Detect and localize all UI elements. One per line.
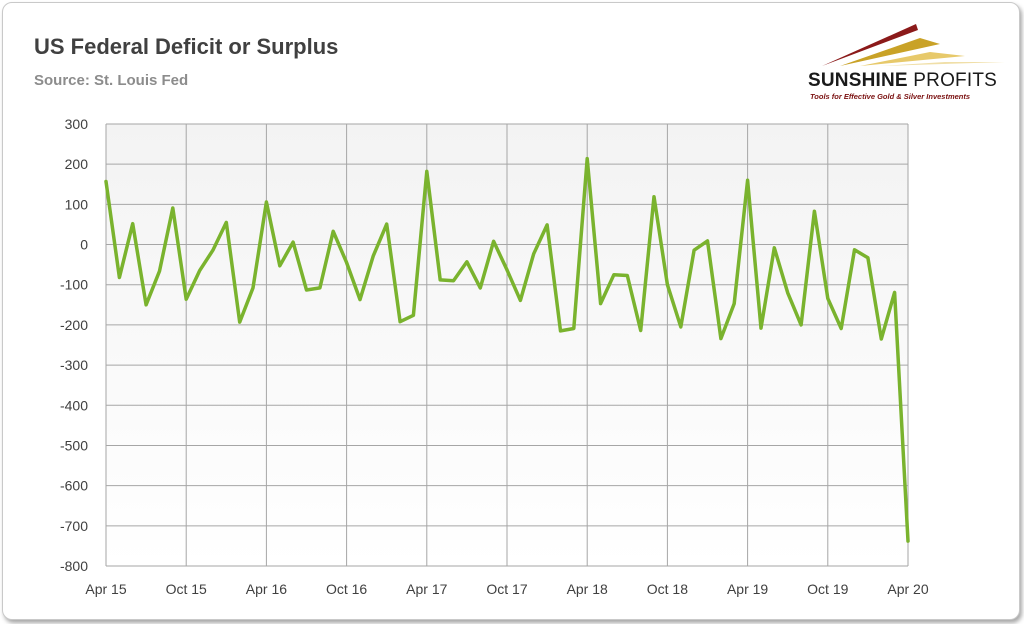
x-tick-label: Apr 17 — [406, 581, 447, 597]
grid-lines — [105, 123, 909, 567]
y-tick-label: 200 — [65, 156, 89, 172]
x-tick-label: Oct 18 — [647, 581, 688, 597]
x-tick-label: Apr 18 — [567, 581, 608, 597]
chart-subtitle: Source: St. Louis Fed — [34, 72, 189, 89]
y-axis: 300 200 100 0 -100 -200 -300 -400 -500 -600 -700 -8… — [60, 116, 88, 574]
series-lines — [104, 156, 910, 543]
y-tick-label: -800 — [60, 558, 88, 574]
x-tick-label: Apr 20 — [887, 581, 928, 597]
x-tick-label: Apr 15 — [85, 581, 126, 597]
chart-title: US Federal Deficit or Surplus — [34, 34, 339, 59]
x-tick-label: Apr 19 — [727, 581, 768, 597]
y-tick-label: -700 — [60, 518, 88, 534]
logo-tagline: Tools for Effective Gold & Silver Invest… — [810, 92, 971, 101]
y-tick-label: 300 — [65, 116, 89, 132]
sunshine-profits-logo: SUNSHINE PROFITS Tools for Effective Gol… — [790, 18, 1020, 108]
logo-rays-icon — [822, 24, 1005, 66]
y-tick-label: -300 — [60, 357, 88, 373]
y-tick-label: -200 — [60, 317, 88, 333]
y-tick-label: -400 — [60, 397, 88, 413]
x-tick-label: Oct 19 — [807, 581, 848, 597]
x-tick-label: Oct 16 — [326, 581, 367, 597]
x-axis: Apr 15 Oct 15 Apr 16 Oct 16 Apr 17 Oct 17 Apr … — [85, 581, 928, 597]
y-tick-label: -100 — [60, 277, 88, 293]
logo-name: SUNSHINE PROFITS — [808, 70, 998, 91]
x-tick-label: Oct 15 — [166, 581, 207, 597]
x-tick-label: Apr 16 — [246, 581, 287, 597]
y-tick-label: -500 — [60, 437, 88, 453]
y-tick-label: 100 — [65, 196, 89, 212]
x-tick-label: Oct 17 — [486, 581, 527, 597]
y-tick-label: 0 — [80, 237, 88, 253]
y-tick-label: -600 — [60, 478, 88, 494]
